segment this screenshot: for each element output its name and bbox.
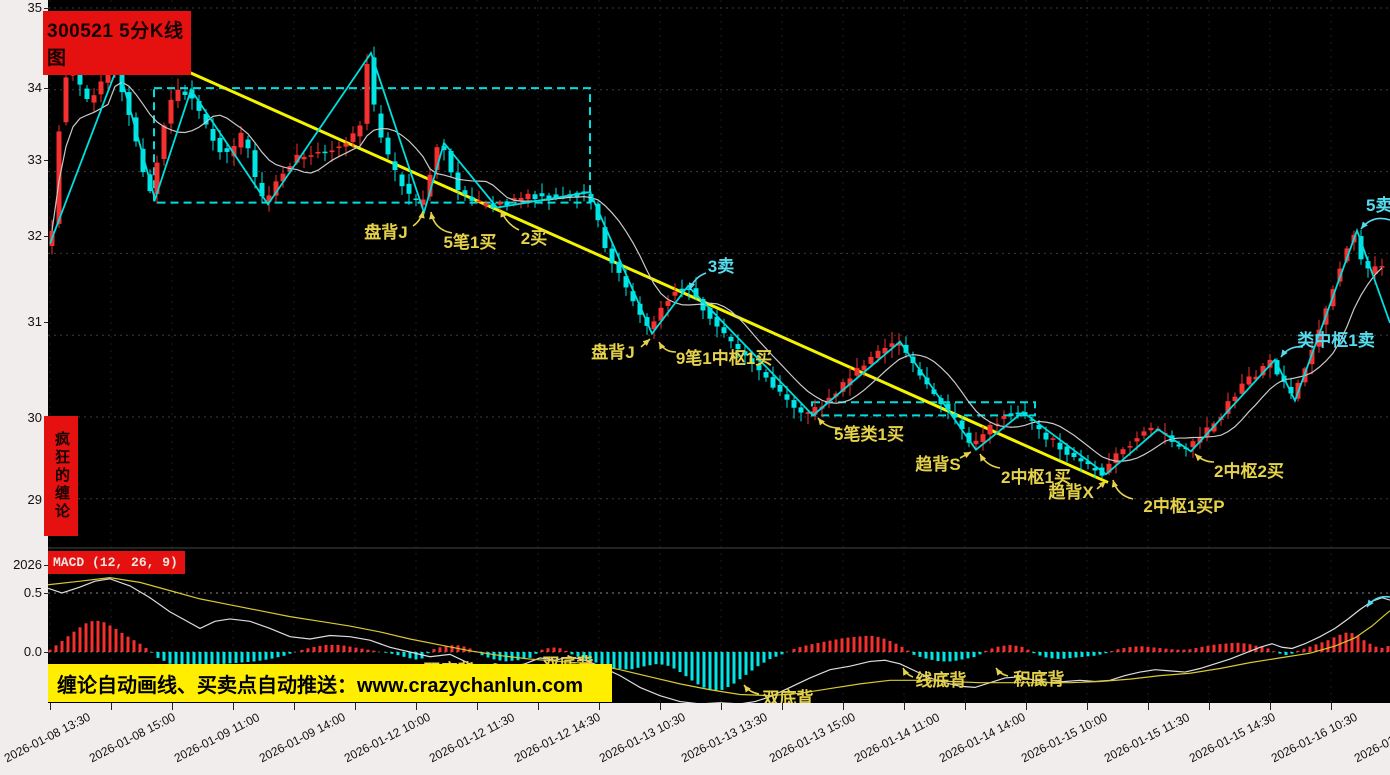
- y-axis-label: 29: [27, 492, 42, 507]
- annotation-label: 2中枢1买P: [1143, 496, 1224, 516]
- x-axis-tick: [904, 703, 905, 710]
- x-axis-label: 2026-01-16 10:30: [1268, 709, 1360, 766]
- x-axis-tick: [1270, 703, 1271, 710]
- x-axis-label: 2026-01-13 10:30: [596, 709, 688, 766]
- y-axis-label: 35: [27, 0, 42, 15]
- y-axis-label: 0.5: [23, 585, 42, 600]
- annotation-label: 双底背: [763, 688, 814, 703]
- x-axis-label: 2026-01-15 11:30: [1101, 710, 1192, 766]
- x-axis-label: 2026-01-14 11:00: [851, 710, 942, 766]
- y-axis-label: 34: [27, 80, 42, 95]
- y-axis-label: 2026: [13, 557, 42, 572]
- annotation-label: 趋背X: [1048, 482, 1094, 502]
- x-axis-label: 2026-01-12 10:00: [341, 709, 433, 766]
- annotation-label: 盘背J: [591, 342, 634, 362]
- chart-title: 300521 5分K线图: [47, 21, 184, 69]
- annotation-label: 9笔1中枢1买: [676, 348, 772, 368]
- x-axis-label: 2026-01-14 14:00: [936, 709, 1028, 766]
- x-axis-label: 2026-01-12 11:30: [426, 710, 517, 766]
- x-axis-tick: [538, 703, 539, 710]
- macd-indicator-label: MACD (12, 26, 9): [53, 555, 178, 570]
- x-axis-label: 2026-01-09 11:00: [171, 710, 262, 766]
- y-axis-label: 32: [27, 228, 42, 243]
- x-axis-label: 2026-01-09 14:00: [256, 709, 348, 766]
- x-axis-tick: [111, 703, 112, 710]
- x-axis-label: 2026-01-08 13:30: [1, 709, 93, 766]
- macd-panel: [48, 577, 1390, 703]
- annotation-label: 2买: [521, 229, 547, 248]
- x-axis-tick: [721, 703, 722, 710]
- promo-banner-text: 缠论自动画线、买卖点自动推送：www.crazychanlun.com: [57, 674, 583, 697]
- x-axis-tick: [416, 703, 417, 710]
- x-axis-tick: [172, 703, 173, 710]
- x-axis-label: 2026-01-15 14:30: [1186, 709, 1278, 766]
- x-axis-tick: [965, 703, 966, 710]
- x-axis-tick: [782, 703, 783, 710]
- y-axis-tick: [44, 160, 48, 161]
- x-axis-label: 2026-01-13 13:30: [678, 709, 770, 766]
- annotation-label: 积底背: [1014, 669, 1065, 689]
- annotation-label: 类中枢1卖: [1297, 330, 1374, 350]
- annotation-label: 盘背J: [364, 222, 407, 242]
- annotation-label: 3卖: [708, 256, 734, 276]
- annotation-label: 5笔1买: [444, 232, 497, 252]
- watermark-box: 疯狂的缠论: [44, 416, 78, 536]
- chart-title-box: 300521 5分K线图: [43, 11, 191, 75]
- macd-indicator-label-box: MACD (12, 26, 9): [48, 551, 185, 574]
- x-axis-tick: [660, 703, 661, 710]
- x-axis-tick: [477, 703, 478, 710]
- annotation-label: 线底背: [916, 670, 967, 690]
- trend-line: [189, 71, 1109, 484]
- macd-dif-line: [48, 578, 1390, 703]
- x-axis-tick: [843, 703, 844, 710]
- x-axis-tick: [1087, 703, 1088, 710]
- y-axis-tick: [44, 8, 48, 9]
- promo-banner: 缠论自动画线、买卖点自动推送：www.crazychanlun.com: [48, 664, 612, 702]
- x-axis-tick: [1026, 703, 1027, 710]
- x-axis-label: 2026-01-08 15:00: [86, 709, 178, 766]
- x-axis-tick: [233, 703, 234, 710]
- watermark-text: 疯狂的缠论: [53, 431, 70, 521]
- x-axis-tick: [1209, 703, 1210, 710]
- pivot-boxes: [153, 87, 1036, 417]
- chan-pen-line: [49, 50, 1390, 476]
- annotation-label: 5笔类1买: [834, 424, 904, 444]
- y-axis-tick: [44, 593, 48, 594]
- macd-dea-line: [48, 577, 1390, 697]
- y-axis-tick: [44, 88, 48, 89]
- x-axis-label: 2026-01-12 14:30: [511, 709, 603, 766]
- x-axis-tick: [599, 703, 600, 710]
- x-axis-tick: [1148, 703, 1149, 710]
- x-axis-tick: [355, 703, 356, 710]
- annotation-label: 2中枢2买: [1214, 461, 1284, 481]
- annotation-label: 2中枢1买: [1001, 467, 1071, 487]
- y-axis-tick: [44, 652, 48, 653]
- y-axis-label: 30: [27, 410, 42, 425]
- x-axis-tick: [294, 703, 295, 710]
- y-axis-label: 31: [27, 314, 42, 329]
- y-axis-label: 33: [27, 152, 42, 167]
- grid-lines: [48, 0, 1390, 703]
- x-axis-label: 2026-01-16: [1351, 724, 1390, 766]
- x-axis-tick: [50, 703, 51, 710]
- y-axis-label: 0.0: [23, 644, 42, 659]
- annotation-label: 5卖: [1366, 195, 1390, 215]
- y-axis-tick: [44, 565, 48, 566]
- y-axis-tick: [44, 322, 48, 323]
- chart-background: [48, 0, 1390, 703]
- annotation-label: 趋背S: [915, 454, 960, 474]
- x-axis-label: 2026-01-13 15:00: [766, 709, 858, 766]
- ma-line: [51, 81, 1383, 462]
- x-axis-tick: [1331, 703, 1332, 710]
- y-axis-tick: [44, 236, 48, 237]
- x-axis-label: 2026-01-15 10:00: [1018, 709, 1110, 766]
